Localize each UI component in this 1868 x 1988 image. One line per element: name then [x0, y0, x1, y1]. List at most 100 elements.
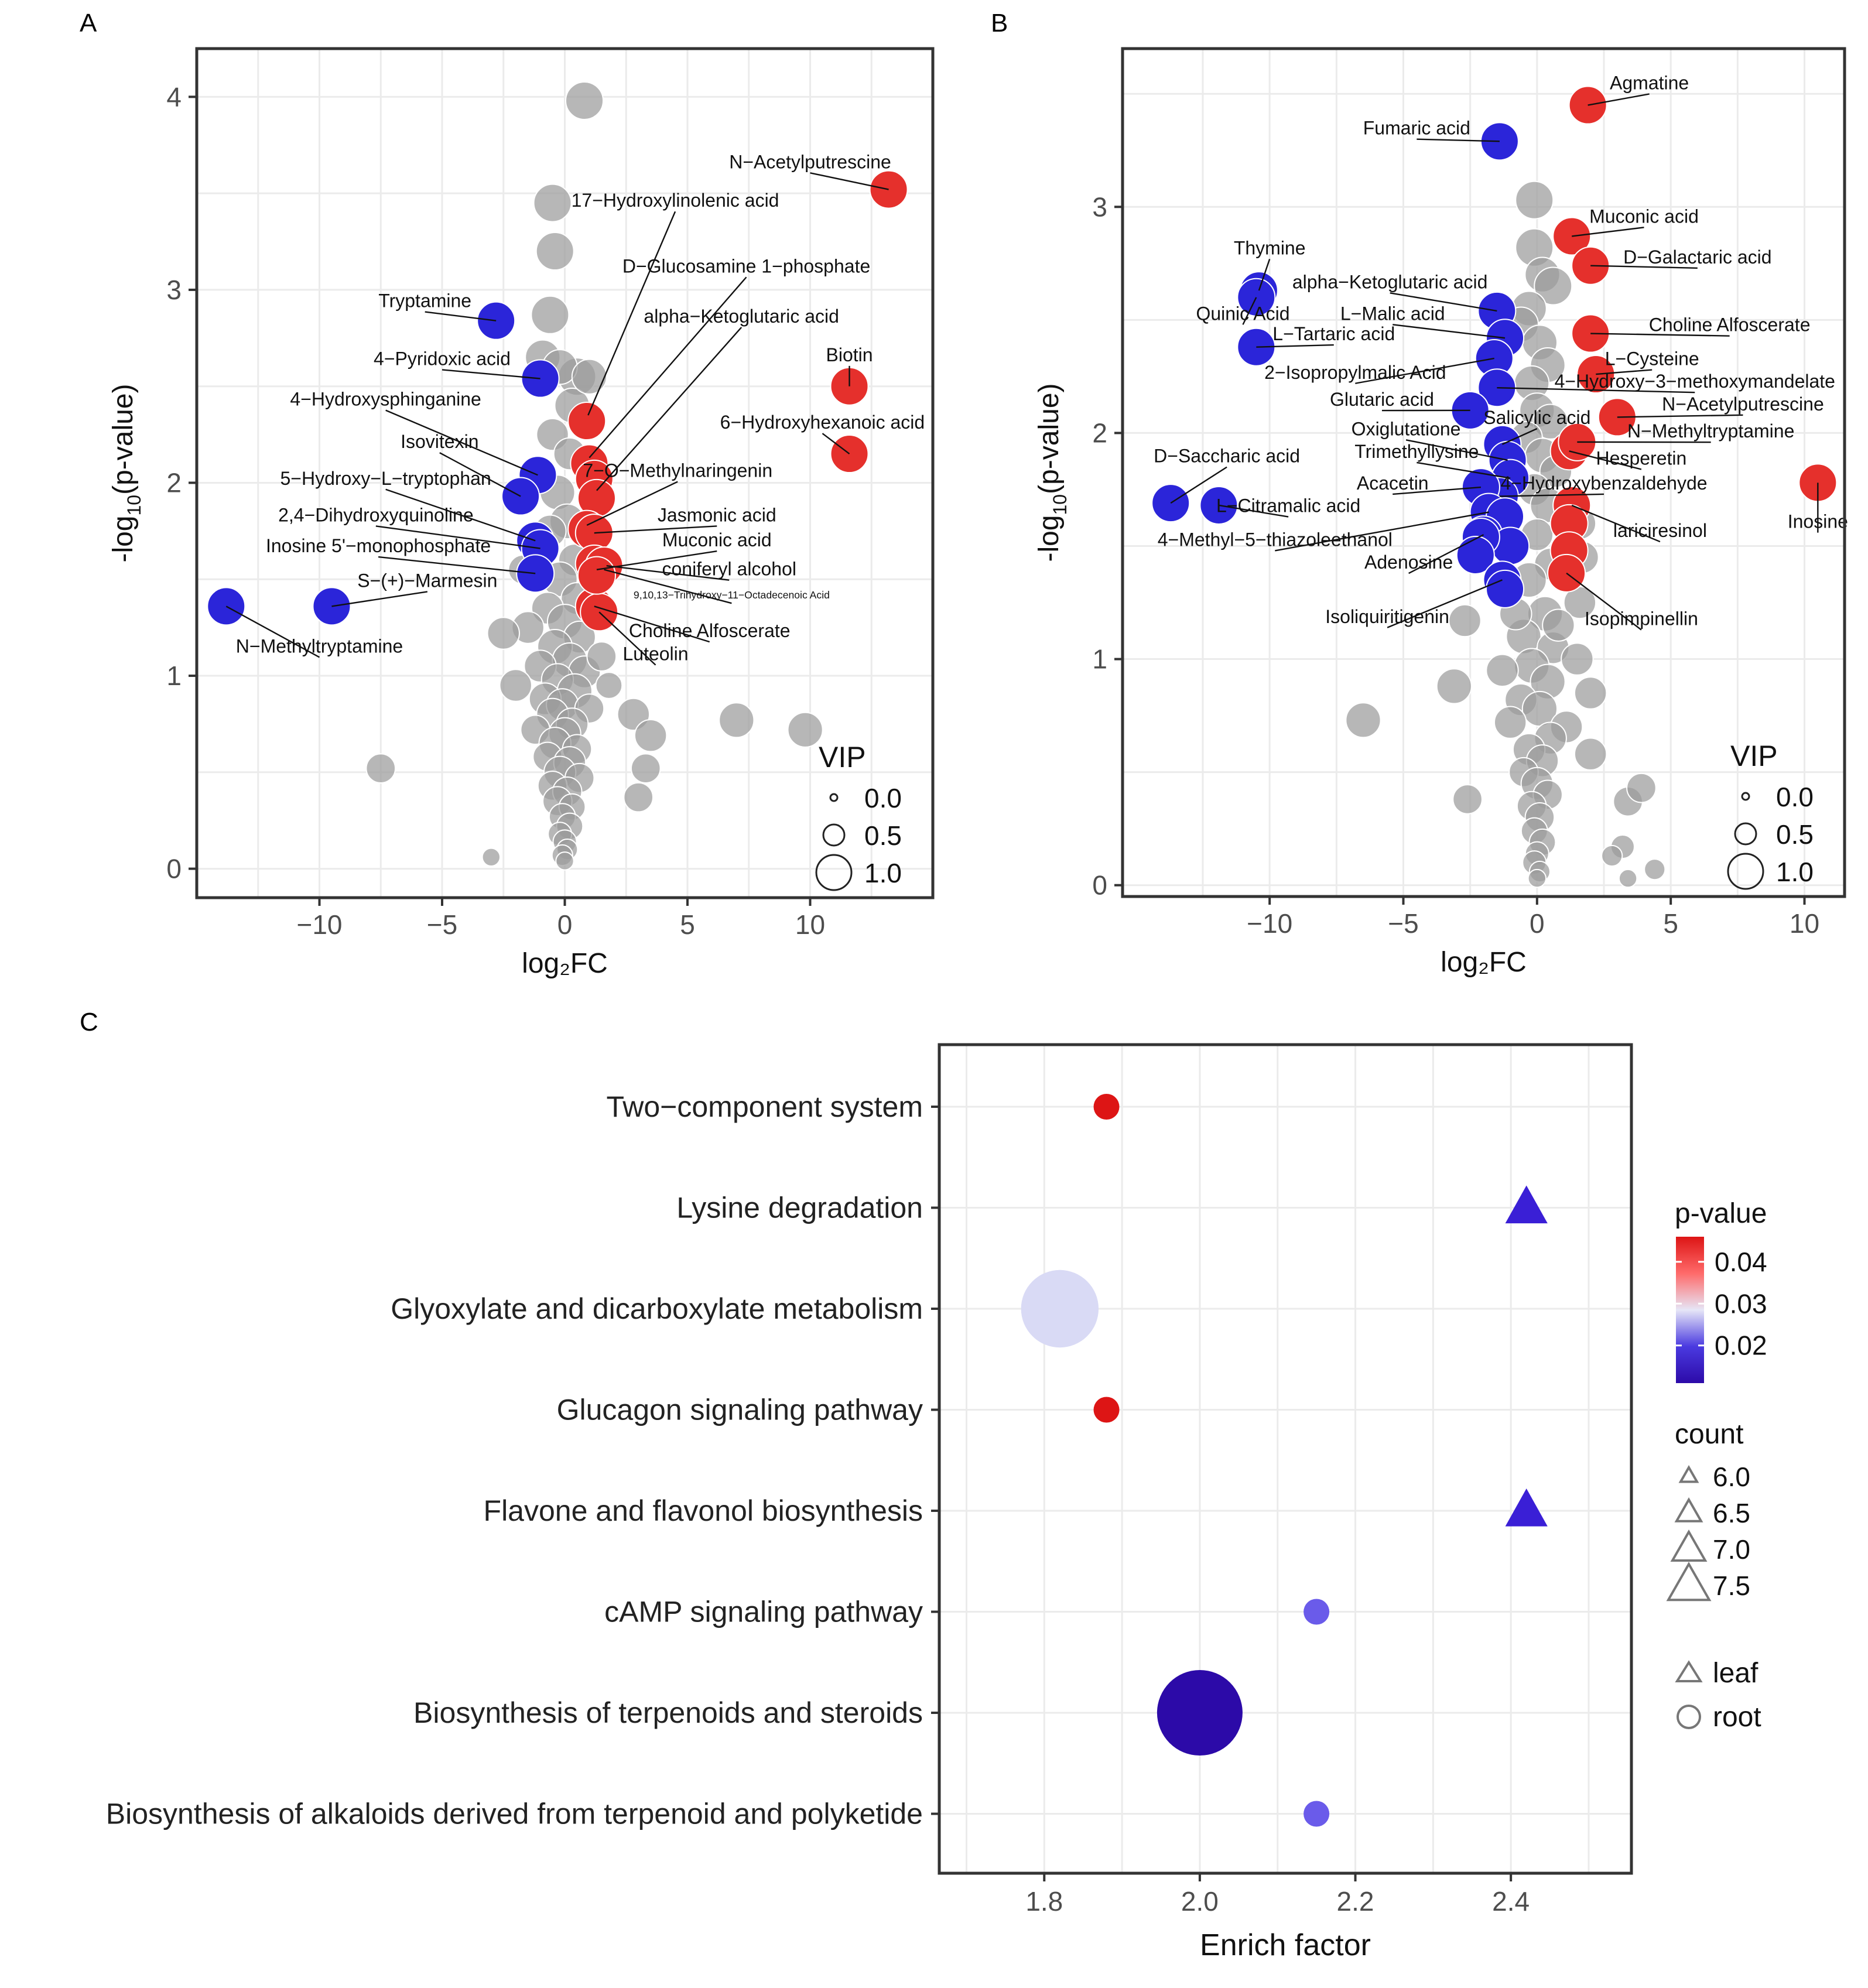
point-background: [634, 718, 668, 752]
x-tick-label: 2.0: [1181, 1886, 1219, 1917]
legend-label: 0.5: [864, 820, 902, 851]
leader-line: [1393, 486, 1482, 495]
point-label: L−Cysteine: [1605, 348, 1699, 369]
point-background: [1644, 858, 1666, 881]
point-label: Jasmonic acid: [658, 504, 776, 525]
enrichment-point-root: [1157, 1670, 1243, 1756]
point-background: [595, 672, 623, 699]
point-label: 4−Hydroxybenzaldehyde: [1500, 473, 1707, 494]
point-up: [567, 402, 607, 441]
legend-title: VIP: [1730, 740, 1778, 772]
point-background: [1527, 868, 1547, 888]
point-label: lariciresinol: [1613, 520, 1707, 541]
leader-line: [587, 211, 676, 416]
point-label: Inosine 5'−monophosphate: [266, 535, 491, 556]
point-label: Glutaric acid: [1330, 389, 1434, 410]
leader-line: [1405, 439, 1508, 461]
point-label: 4−Pyridoxic acid: [374, 348, 511, 369]
x-tick-label: −5: [427, 909, 457, 940]
point-label: 5−Hydroxy−L−tryptophan: [280, 468, 491, 489]
point-label: Muconic acid: [1589, 206, 1699, 227]
point-down: [1456, 535, 1495, 574]
x-tick-label: 2.4: [1492, 1886, 1530, 1917]
point-label: 2,4−Dihydroxyquinoline: [278, 504, 474, 525]
enrichment-point-root: [1021, 1270, 1099, 1348]
y-axis-title-part: (p-value): [108, 384, 139, 494]
legend-title: p-value: [1675, 1198, 1767, 1229]
point-background: [1493, 706, 1527, 739]
point-background: [1601, 844, 1623, 867]
leader-line: [1499, 493, 1604, 497]
leader-line: [594, 605, 710, 643]
point-label: D−Glucosamine 1−phosphate: [622, 255, 870, 276]
plot-frame: [938, 1043, 1633, 1875]
leader-line: [1501, 427, 1538, 445]
x-tick-label: 5: [680, 909, 695, 940]
pvalue-colorbar: [1676, 1237, 1704, 1383]
pathway-label: Lysine degradation: [676, 1192, 923, 1224]
point-label: Acacetin: [1357, 473, 1429, 494]
point-label: Choline Alfoscerate: [629, 620, 791, 641]
point-up: [577, 556, 616, 595]
count-key: [1674, 1497, 1703, 1522]
count-key: [1666, 1561, 1712, 1602]
point-label: Agmatine: [1610, 73, 1689, 94]
leader-line: [1417, 461, 1511, 479]
y-tick-label: 2: [1092, 418, 1107, 448]
legend-key: [1727, 853, 1764, 890]
x-tick-label: 0: [557, 909, 573, 940]
count-key: [1678, 1465, 1699, 1483]
point-label: alpha−Ketoglutaric acid: [1292, 271, 1488, 292]
point-background: [586, 641, 617, 672]
enrichment-point-root: [1304, 1801, 1330, 1827]
count-label: 7.5: [1713, 1570, 1750, 1601]
leader-line: [822, 433, 850, 455]
y-axis-title: -log10(p-value): [108, 384, 145, 562]
point-label: N−Acetylputrescine: [1662, 394, 1824, 415]
point-label: Adenosine: [1364, 552, 1453, 573]
point-background: [1561, 642, 1594, 676]
leader-line: [385, 488, 536, 542]
y-tick-label: 0: [166, 854, 182, 884]
point-label: L−Citramalic acid: [1216, 495, 1360, 516]
shape-label: root: [1713, 1702, 1761, 1733]
point-label: 6−Hydroxyhexanoic acid: [720, 412, 925, 433]
pathway-label: cAMP signaling pathway: [604, 1596, 923, 1628]
legend-key: [829, 793, 839, 802]
y-tick-label: 1: [1092, 644, 1107, 675]
legend-key: [822, 823, 846, 847]
pathway-label: Two−component system: [606, 1090, 923, 1123]
enrichment-point-root: [1304, 1599, 1330, 1625]
point-background: [571, 358, 608, 395]
point-background: [555, 851, 574, 871]
colorbar-label: 0.04: [1715, 1247, 1767, 1277]
x-axis-title: log₂FC: [1441, 947, 1527, 978]
point-label: N−Methyltryptamine: [1627, 420, 1794, 442]
leader-line: [225, 605, 320, 658]
point-label: 4−Methyl−5−thiazoleethanol: [1158, 529, 1393, 550]
point-label: Hesperetin: [1596, 447, 1687, 468]
point-label: Isovitexin: [401, 431, 478, 452]
point-background: [1573, 737, 1607, 771]
leader-line: [810, 172, 889, 190]
pathway-label: Glucagon signaling pathway: [557, 1394, 923, 1426]
y-axis-title-part: -log: [1034, 515, 1065, 562]
count-label: 6.5: [1713, 1498, 1750, 1528]
leader-line: [331, 591, 428, 607]
point-label: Fumaric acid: [1363, 118, 1470, 139]
y-tick-label: 1: [166, 661, 182, 691]
x-tick-label: 1.8: [1025, 1886, 1063, 1917]
leader-line: [1572, 227, 1644, 237]
leader-line: [1275, 511, 1489, 552]
y-tick-label: 0: [1092, 870, 1107, 901]
point-label: Biotin: [826, 344, 873, 365]
plot-area: [939, 1045, 1631, 1873]
legend-label: 1.0: [864, 858, 902, 888]
enrichment-point-root: [1093, 1397, 1120, 1423]
point-background: [499, 669, 532, 702]
point-background: [787, 711, 823, 748]
point-label: Luteolin: [622, 644, 688, 665]
volcano-plot-a: N−Acetylputrescine 17−Hydroxylinolenic ac…: [108, 47, 935, 979]
leader-line: [1571, 504, 1661, 543]
